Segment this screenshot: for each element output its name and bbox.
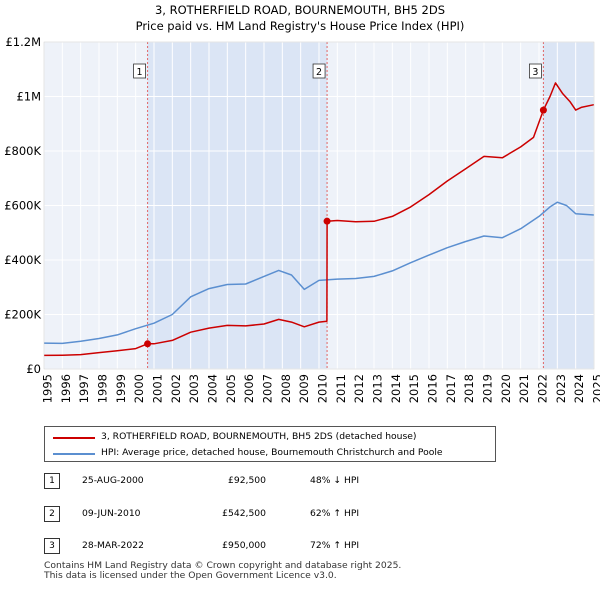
x-tick-label: 2014: [389, 374, 403, 403]
legend: 3, ROTHERFIELD ROAD, BOURNEMOUTH, BH5 2D…: [44, 426, 496, 462]
sale-number-box: [133, 63, 146, 79]
x-tick-label: 2012: [352, 374, 366, 403]
legend-swatch-property: [53, 437, 95, 439]
transaction-hpi-diff: 48% ↓ HPI: [310, 475, 360, 486]
x-tick-label: 2017: [444, 374, 458, 403]
x-tick-label: 2007: [261, 374, 275, 403]
transaction-date: 09-JUN-2010: [82, 508, 141, 519]
transaction-marker-number: 2: [44, 506, 60, 522]
x-tick-label: 2015: [407, 374, 421, 403]
y-tick-label: £800K: [4, 144, 41, 158]
sale-number-label: 3: [532, 67, 538, 78]
hpi-series-line: [43, 201, 595, 345]
x-tick-label: 1998: [96, 374, 110, 403]
x-tick-label: 2003: [187, 374, 201, 403]
sale-number-label: 1: [137, 67, 143, 78]
x-tick-label: 2024: [572, 374, 586, 403]
x-tick-label: 1997: [77, 374, 91, 403]
x-tick-label: 2011: [334, 374, 348, 403]
transaction-marker-number: 3: [44, 538, 60, 554]
x-tick-label: 2013: [371, 374, 385, 403]
x-tick-label: 1995: [41, 374, 55, 403]
x-tick-label: 2021: [517, 374, 531, 403]
footer-licence: This data is licensed under the Open Gov…: [44, 570, 337, 581]
y-tick-label: £1.2M: [5, 35, 41, 49]
price-chart: 3, ROTHERFIELD ROAD, BOURNEMOUTH, BH5 2D…: [4, 3, 600, 403]
x-tick-label: 2002: [169, 374, 183, 403]
x-tick-label: 2009: [297, 374, 311, 403]
chart-subtitle: Price paid vs. HM Land Registry's House …: [136, 19, 465, 33]
x-tick-label: 2008: [279, 374, 293, 403]
footer: Contains HM Land Registry data © Crown c…: [44, 561, 401, 581]
x-tick-label: 2020: [499, 374, 513, 403]
sale-number-box: [529, 63, 542, 79]
x-tick-label: 2023: [554, 374, 568, 403]
transaction-date: 28-MAR-2022: [82, 540, 144, 551]
y-tick-label: £400K: [4, 253, 41, 267]
y-tick-label: £600K: [4, 199, 41, 213]
y-tick-label: £1M: [16, 90, 41, 104]
transaction-price: £92,500: [228, 475, 266, 486]
transaction-hpi-diff: 72% ↑ HPI: [310, 540, 360, 551]
transaction-hpi-diff: 62% ↑ HPI: [310, 508, 360, 519]
x-tick-label: 2005: [224, 374, 238, 403]
transaction-date: 25-AUG-2000: [82, 475, 144, 486]
x-tick-label: 2019: [481, 374, 495, 403]
y-tick-label: £200K: [4, 308, 41, 322]
x-tick-label: 2025: [591, 374, 600, 403]
sale-number-label: 2: [316, 67, 322, 78]
transaction-price: £950,000: [222, 540, 266, 551]
transaction-marker-number: 1: [44, 473, 60, 489]
x-tick-label: 2010: [316, 374, 330, 403]
legend-swatch-hpi: [53, 453, 95, 455]
x-tick-label: 2001: [151, 374, 165, 403]
x-tick-label: 2004: [206, 374, 220, 403]
x-tick-label: 2022: [536, 374, 550, 403]
legend-label-property: 3, ROTHERFIELD ROAD, BOURNEMOUTH, BH5 2D…: [101, 431, 417, 442]
sale-point: [144, 340, 152, 348]
y-tick-label: £0: [26, 362, 41, 376]
sale-number-box: [312, 63, 326, 79]
x-tick-label: 1996: [59, 374, 73, 403]
footer-copyright: Contains HM Land Registry data © Crown c…: [44, 560, 402, 571]
x-tick-label: 2000: [132, 374, 146, 403]
x-tick-label: 2018: [462, 374, 476, 403]
x-tick-label: 2006: [242, 374, 256, 403]
sale-point: [323, 217, 331, 225]
transaction-price: £542,500: [222, 508, 266, 519]
x-tick-label: 2016: [426, 374, 440, 403]
sale-point: [539, 106, 547, 114]
plot-frame: [43, 41, 595, 370]
x-tick-label: 1999: [114, 374, 128, 403]
chart-title: 3, ROTHERFIELD ROAD, BOURNEMOUTH, BH5 2D…: [155, 3, 445, 17]
legend-label-hpi: HPI: Average price, detached house, Bour…: [101, 447, 443, 458]
